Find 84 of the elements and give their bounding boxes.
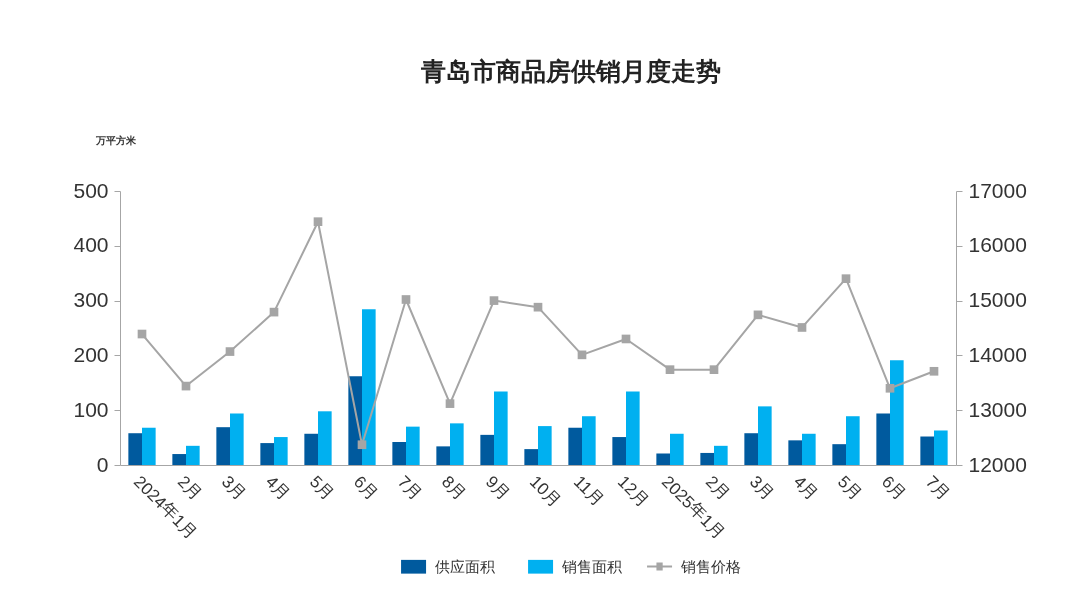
point [709,365,719,374]
point [885,383,895,393]
y-tick-label: 500 [73,178,109,202]
x-tick-label: 2月 [173,472,207,505]
x-tick-label: 5月 [305,472,339,505]
point [665,365,675,374]
x-tick-label: 11月 [569,472,608,511]
y2-tick-label: 16000 [968,233,1027,257]
x-tick-label: 5月 [833,472,867,505]
point [489,296,499,305]
bar [568,427,582,465]
bar [524,449,538,465]
bar [186,445,200,465]
bar [274,437,288,465]
x-tick-label: 9月 [481,472,515,505]
bar [744,433,758,465]
x-tick-label: 12月 [613,472,653,511]
bar [714,445,728,465]
y-tick-label: 300 [73,288,109,312]
x-tick-label: 10月 [525,472,565,511]
bar [494,391,508,465]
bar [700,452,714,465]
x-tick-label: 2月 [701,472,735,505]
x-tick-label: 7月 [921,472,955,505]
bar [538,426,552,465]
bar [920,436,934,465]
bar [890,360,904,465]
bar [612,437,626,465]
x-tick-label: 4月 [261,472,295,505]
point [225,347,235,356]
bar [392,441,406,465]
point [533,302,543,312]
point [357,440,367,450]
bar [758,406,772,465]
bar [846,416,860,465]
y2-tick-label: 15000 [968,288,1027,312]
x-tick-label: 3月 [217,472,251,505]
point [841,274,851,284]
bar [128,433,142,465]
bar [406,426,420,465]
bar [480,434,494,465]
y-tick-label: 400 [73,233,109,257]
bar [318,411,332,465]
bar [216,427,230,465]
bar [362,309,376,465]
y-tick-label: 100 [73,397,109,421]
chart-title: 青岛市商品房供销月度走势 [420,57,721,85]
point [797,323,807,332]
bar [172,454,186,465]
y2-tick-label: 12000 [968,452,1027,476]
y-tick-label: 0 [96,452,109,476]
bar [656,453,670,465]
x-tick-label: 6月 [877,472,911,505]
y2-tick-label: 14000 [968,342,1027,366]
bar [230,413,244,465]
bar [260,443,274,465]
point [401,295,411,304]
bar [450,423,464,465]
point [445,399,455,408]
bar [876,413,890,465]
point [313,217,323,227]
bar [934,430,948,465]
bar [802,433,816,465]
bar [832,444,846,465]
bar [304,433,318,465]
bar [788,440,802,465]
bar [436,446,450,465]
x-tick-label: 4月 [789,472,823,505]
legend-label: 供应面积 [435,557,496,575]
y-tick-label: 200 [73,342,109,366]
x-tick-label: 6月 [349,472,383,505]
y2-tick-label: 17000 [968,178,1027,202]
x-tick-label: 7月 [393,472,427,505]
legend-label: 销售价格 [680,557,742,575]
x-tick-label: 8月 [437,472,471,505]
bar [142,427,156,465]
point [929,366,939,376]
bar [670,433,684,465]
bar [582,416,596,465]
y2-tick-label: 13000 [968,397,1027,421]
bar [626,391,640,465]
y-axis-title: 万平方米 [94,134,137,146]
legend-label: 销售面积 [561,557,623,575]
x-tick-label: 3月 [745,472,779,505]
